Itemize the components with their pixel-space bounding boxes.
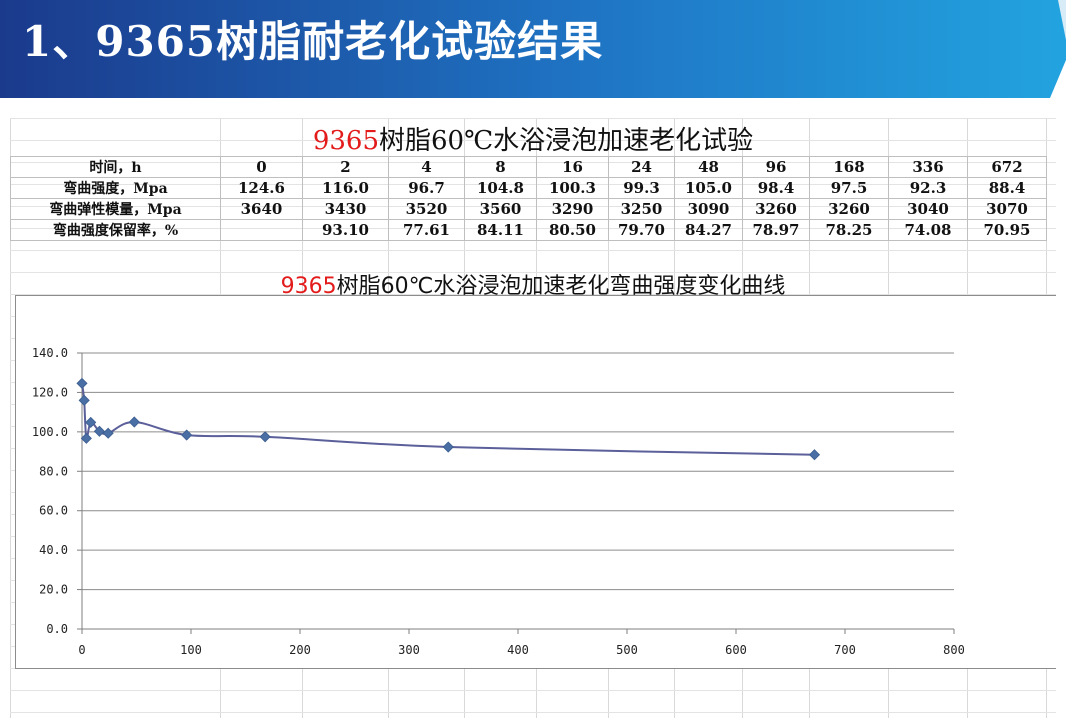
table-title-text: 树脂60℃水浴浸泡加速老化试验 xyxy=(379,126,754,156)
x-tick-label: 600 xyxy=(725,643,747,657)
row-label[interactable]: 弯曲强度保留率，% xyxy=(10,219,221,241)
table-cell[interactable]: 105.0 xyxy=(674,177,743,199)
table-cell[interactable]: 78.97 xyxy=(742,219,810,241)
table-cell[interactable]: 92.3 xyxy=(888,177,968,199)
chart-area[interactable]: 0.0 20.0 40.0 60.0 80.0 100.0 120.0 140.0 0 100 20… xyxy=(15,295,1056,669)
table-cell[interactable]: 168 xyxy=(809,156,889,178)
table-cell[interactable]: 99.3 xyxy=(608,177,675,199)
table-cell[interactable]: 3640 xyxy=(220,198,303,220)
chart-title-text: 树脂60℃水浴浸泡加速老化弯曲强度变化曲线 xyxy=(336,274,786,299)
spreadsheet: 9365树脂60℃水浴浸泡加速老化试验 时间，h 0 2 4 8 16 24 48 96 168 3… xyxy=(10,118,1056,718)
table-cell[interactable]: 93.10 xyxy=(302,219,389,241)
table-cell[interactable]: 84.11 xyxy=(464,219,537,241)
table-title: 9365树脂60℃水浴浸泡加速老化试验 xyxy=(10,120,1056,157)
table-cell[interactable]: 78.25 xyxy=(809,219,889,241)
data-point[interactable] xyxy=(78,394,90,406)
table-cell[interactable]: 3290 xyxy=(536,198,609,220)
x-tick-label: 0 xyxy=(78,643,85,657)
x-tick-label: 200 xyxy=(289,643,311,657)
table-cell[interactable]: 124.6 xyxy=(220,177,303,199)
y-tick-label: 20.0 xyxy=(39,583,68,597)
table-cell[interactable]: 3260 xyxy=(809,198,889,220)
x-tick-label: 100 xyxy=(180,643,202,657)
x-tick-label: 500 xyxy=(616,643,638,657)
x-tick-label: 400 xyxy=(507,643,529,657)
y-tick-label: 140.0 xyxy=(32,346,68,360)
data-table: 时间，h 0 2 4 8 16 24 48 96 168 336 672 弯曲强度，Mpa 124.6 11… xyxy=(10,156,1047,241)
table-cell[interactable] xyxy=(220,219,303,241)
table-cell[interactable]: 77.61 xyxy=(388,219,465,241)
y-tick-label: 100.0 xyxy=(32,425,68,439)
data-point[interactable] xyxy=(259,431,271,443)
table-row: 弯曲强度，Mpa 124.6 116.0 96.7 104.8 100.3 99.3 105.… xyxy=(10,177,1047,199)
table-cell[interactable]: 672 xyxy=(967,156,1047,178)
x-tick-label: 300 xyxy=(398,643,420,657)
table-cell[interactable]: 3040 xyxy=(888,198,968,220)
table-cell[interactable]: 79.70 xyxy=(608,219,675,241)
table-cell[interactable]: 96 xyxy=(742,156,810,178)
table-cell[interactable]: 8 xyxy=(464,156,537,178)
table-cell[interactable]: 0 xyxy=(220,156,303,178)
table-row: 弯曲强度保留率，% 93.10 77.61 84.11 80.50 79.70 84.27 7… xyxy=(10,219,1047,241)
row-label[interactable]: 弯曲弹性模量，Mpa xyxy=(10,198,221,220)
table-cell[interactable]: 104.8 xyxy=(464,177,537,199)
table-cell[interactable]: 116.0 xyxy=(302,177,389,199)
table-cell[interactable]: 3430 xyxy=(302,198,389,220)
y-tick-label: 80.0 xyxy=(39,464,68,478)
table-cell[interactable]: 3250 xyxy=(608,198,675,220)
y-tick-label: 40.0 xyxy=(39,543,68,557)
table-cell[interactable]: 80.50 xyxy=(536,219,609,241)
table-cell[interactable]: 74.08 xyxy=(888,219,968,241)
table-cell[interactable]: 84.27 xyxy=(674,219,743,241)
table-cell[interactable]: 48 xyxy=(674,156,743,178)
table-cell[interactable]: 70.95 xyxy=(967,219,1047,241)
data-point[interactable] xyxy=(181,429,193,441)
row-label[interactable]: 弯曲强度，Mpa xyxy=(10,177,221,199)
page-title: 1、9365树脂耐老化试验结果 xyxy=(22,17,604,66)
table-cell[interactable]: 3520 xyxy=(388,198,465,220)
data-point[interactable] xyxy=(128,416,140,428)
x-tick-label: 800 xyxy=(943,643,965,657)
data-point[interactable] xyxy=(80,432,92,444)
table-cell[interactable]: 2 xyxy=(302,156,389,178)
chart-plot: 0.0 20.0 40.0 60.0 80.0 100.0 120.0 140.0 0 100 20… xyxy=(32,346,965,657)
table-cell[interactable]: 3090 xyxy=(674,198,743,220)
x-tick-label: 700 xyxy=(834,643,856,657)
data-point[interactable] xyxy=(808,449,821,461)
table-cell[interactable]: 3260 xyxy=(742,198,810,220)
table-cell[interactable]: 16 xyxy=(536,156,609,178)
y-tick-label: 120.0 xyxy=(32,385,68,399)
y-tick-label: 0.0 xyxy=(46,622,68,636)
data-point[interactable] xyxy=(102,427,114,439)
chart-title-number: 9365 xyxy=(280,274,337,299)
table-row: 时间，h 0 2 4 8 16 24 48 96 168 336 672 xyxy=(10,156,1047,178)
table-cell[interactable]: 97.5 xyxy=(809,177,889,199)
table-row: 弯曲弹性模量，Mpa 3640 3430 3520 3560 3290 3250 3090 32… xyxy=(10,198,1047,220)
table-cell[interactable]: 96.7 xyxy=(388,177,465,199)
table-cell[interactable]: 24 xyxy=(608,156,675,178)
data-point[interactable] xyxy=(85,416,97,428)
y-tick-label: 60.0 xyxy=(39,504,68,518)
row-label[interactable]: 时间，h xyxy=(10,156,221,178)
table-cell[interactable]: 3560 xyxy=(464,198,537,220)
chart-title: 9365树脂60℃水浴浸泡加速老化弯曲强度变化曲线 xyxy=(10,268,1056,300)
table-cell[interactable]: 98.4 xyxy=(742,177,810,199)
table-cell[interactable]: 88.4 xyxy=(967,177,1047,199)
table-cell[interactable]: 4 xyxy=(388,156,465,178)
data-point[interactable] xyxy=(76,377,88,389)
table-cell[interactable]: 3070 xyxy=(967,198,1047,220)
table-title-number: 9365 xyxy=(312,126,379,156)
banner-background xyxy=(0,0,1066,98)
header-banner: 1、9365树脂耐老化试验结果 xyxy=(0,0,1066,98)
data-point[interactable] xyxy=(93,425,106,437)
table-cell[interactable]: 336 xyxy=(888,156,968,178)
table-cell[interactable]: 100.3 xyxy=(536,177,609,199)
data-point[interactable] xyxy=(442,441,454,453)
